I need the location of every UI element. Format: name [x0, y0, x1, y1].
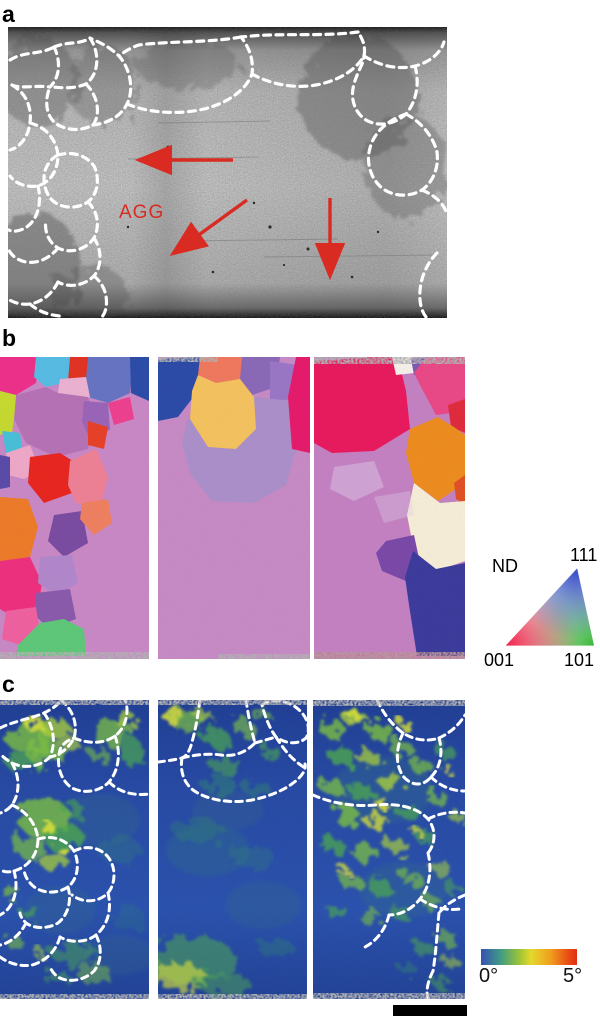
grain-boundary: [313, 793, 436, 855]
grain-boundary: [426, 810, 465, 821]
grain-boundary: [42, 151, 99, 209]
grain-boundary: [429, 775, 465, 793]
panel-a-micrograph: AGG: [8, 27, 447, 318]
grain-boundary: [92, 274, 109, 318]
grain-boundary: [70, 846, 116, 903]
edge-noise: [313, 993, 465, 999]
ipf-key-001: 001: [484, 650, 515, 670]
edge-noise: [158, 700, 307, 705]
ipf-map-3: [314, 357, 465, 659]
edge-noise: [158, 994, 307, 999]
grain-boundary: [57, 734, 120, 793]
grain-boundary: [88, 36, 133, 127]
kam-map-1: [0, 700, 149, 999]
ipf-key-title: ND: [492, 556, 518, 576]
grain-boundary: [0, 711, 55, 768]
grain-boundary: [395, 731, 433, 786]
grain-boundary: [420, 188, 447, 216]
grain-boundary: [8, 45, 56, 62]
grain-boundary: [180, 700, 202, 760]
grain-boundary: [107, 780, 149, 796]
map-texture: [158, 700, 307, 999]
grain-boundary: [10, 45, 61, 89]
grain-boundary: [179, 756, 307, 804]
misorientation-colorbar: [481, 949, 577, 965]
grain-boundaries-a: [8, 30, 447, 318]
grain-boundary: [18, 885, 72, 929]
grain-boundary: [49, 933, 102, 982]
ipf-map-1: [0, 357, 149, 659]
grain-boundary: [418, 251, 439, 318]
ipf-color-triangle: [505, 568, 595, 646]
kam-map-2: [158, 700, 307, 999]
grain-boundary: [366, 112, 439, 197]
grain-boundary: [8, 246, 60, 264]
grain-boundary: [180, 741, 257, 760]
grain-boundary: [359, 913, 391, 951]
arrow: [169, 198, 248, 256]
map-texture: [0, 357, 149, 659]
grain-boundary: [52, 36, 92, 49]
grain-boundary: [418, 897, 462, 911]
grain-boundary: [250, 30, 367, 88]
grain-boundaries-c3: [313, 700, 465, 999]
ipf-key-111: 111: [570, 545, 598, 565]
panel-b-label: b: [2, 325, 17, 351]
grain-boundary: [45, 82, 100, 132]
grain-boundary: [0, 869, 18, 917]
grain-boundary: [0, 935, 62, 967]
kam-map-3: [313, 700, 465, 999]
colorbar-max-label: 5°: [563, 965, 583, 987]
edge-noise: [0, 994, 149, 999]
grain-boundary: [253, 735, 278, 745]
grain-boundary: [8, 184, 42, 233]
grain-boundary: [48, 700, 77, 759]
grain-boundary: [429, 736, 443, 779]
grain-boundary: [117, 35, 243, 58]
panel-a-label: a: [2, 1, 15, 27]
map-texture: [158, 357, 310, 659]
grain-boundary: [0, 761, 20, 815]
ipf-map-2: [158, 357, 310, 659]
grain-boundary: [125, 35, 254, 114]
grain-boundary: [437, 893, 465, 915]
grain-boundary: [72, 700, 129, 744]
grain-boundaries-c1: [0, 700, 149, 982]
grain-boundary: [43, 200, 99, 253]
edge-noise: [0, 700, 149, 705]
scale-bar: [393, 1005, 467, 1016]
growth-arrows: [134, 144, 346, 281]
grain-boundary: [8, 121, 60, 188]
colorbar-min-label: 0°: [479, 965, 499, 987]
map-texture: [314, 357, 465, 659]
grain-boundary: [0, 921, 28, 947]
grain-boundary: [431, 911, 441, 973]
grain-boundary: [274, 735, 307, 772]
panel-c-label: c: [2, 671, 15, 697]
agg-annotation: AGG: [119, 202, 164, 223]
grain-boundary: [0, 803, 40, 874]
ipf-key-101: 101: [564, 650, 595, 670]
grain-boundary: [437, 713, 465, 740]
grain-boundary: [350, 54, 419, 126]
grain-boundary: [239, 30, 360, 39]
edge-noise: [313, 700, 465, 706]
grain-boundary: [158, 756, 184, 764]
grain-boundary: [28, 302, 62, 318]
film-grain: [8, 27, 447, 318]
map-texture: [313, 700, 465, 999]
